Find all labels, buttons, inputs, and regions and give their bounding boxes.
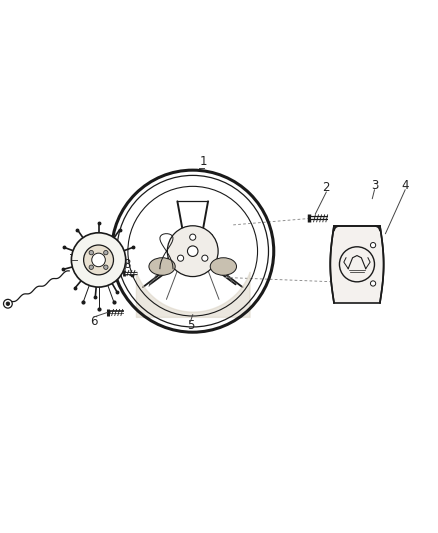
Circle shape (92, 253, 105, 266)
Circle shape (190, 234, 196, 240)
Text: 6: 6 (90, 315, 98, 328)
Text: 5: 5 (187, 319, 194, 332)
Circle shape (104, 265, 108, 269)
Text: 4: 4 (401, 179, 409, 192)
Text: 2: 2 (322, 181, 330, 194)
Circle shape (371, 243, 376, 248)
Text: 8: 8 (124, 258, 131, 271)
Circle shape (104, 251, 108, 255)
Circle shape (202, 255, 208, 261)
Text: 1: 1 (200, 155, 208, 168)
Circle shape (89, 265, 93, 269)
Circle shape (71, 233, 126, 287)
Circle shape (84, 245, 113, 275)
Circle shape (89, 251, 93, 255)
Ellipse shape (149, 258, 175, 275)
Text: 7: 7 (68, 253, 76, 266)
Ellipse shape (210, 258, 237, 275)
Polygon shape (330, 226, 384, 303)
Circle shape (167, 226, 218, 277)
Text: 3: 3 (371, 179, 378, 192)
Circle shape (6, 302, 10, 305)
Circle shape (371, 281, 376, 286)
Circle shape (187, 246, 198, 256)
Circle shape (177, 255, 184, 261)
